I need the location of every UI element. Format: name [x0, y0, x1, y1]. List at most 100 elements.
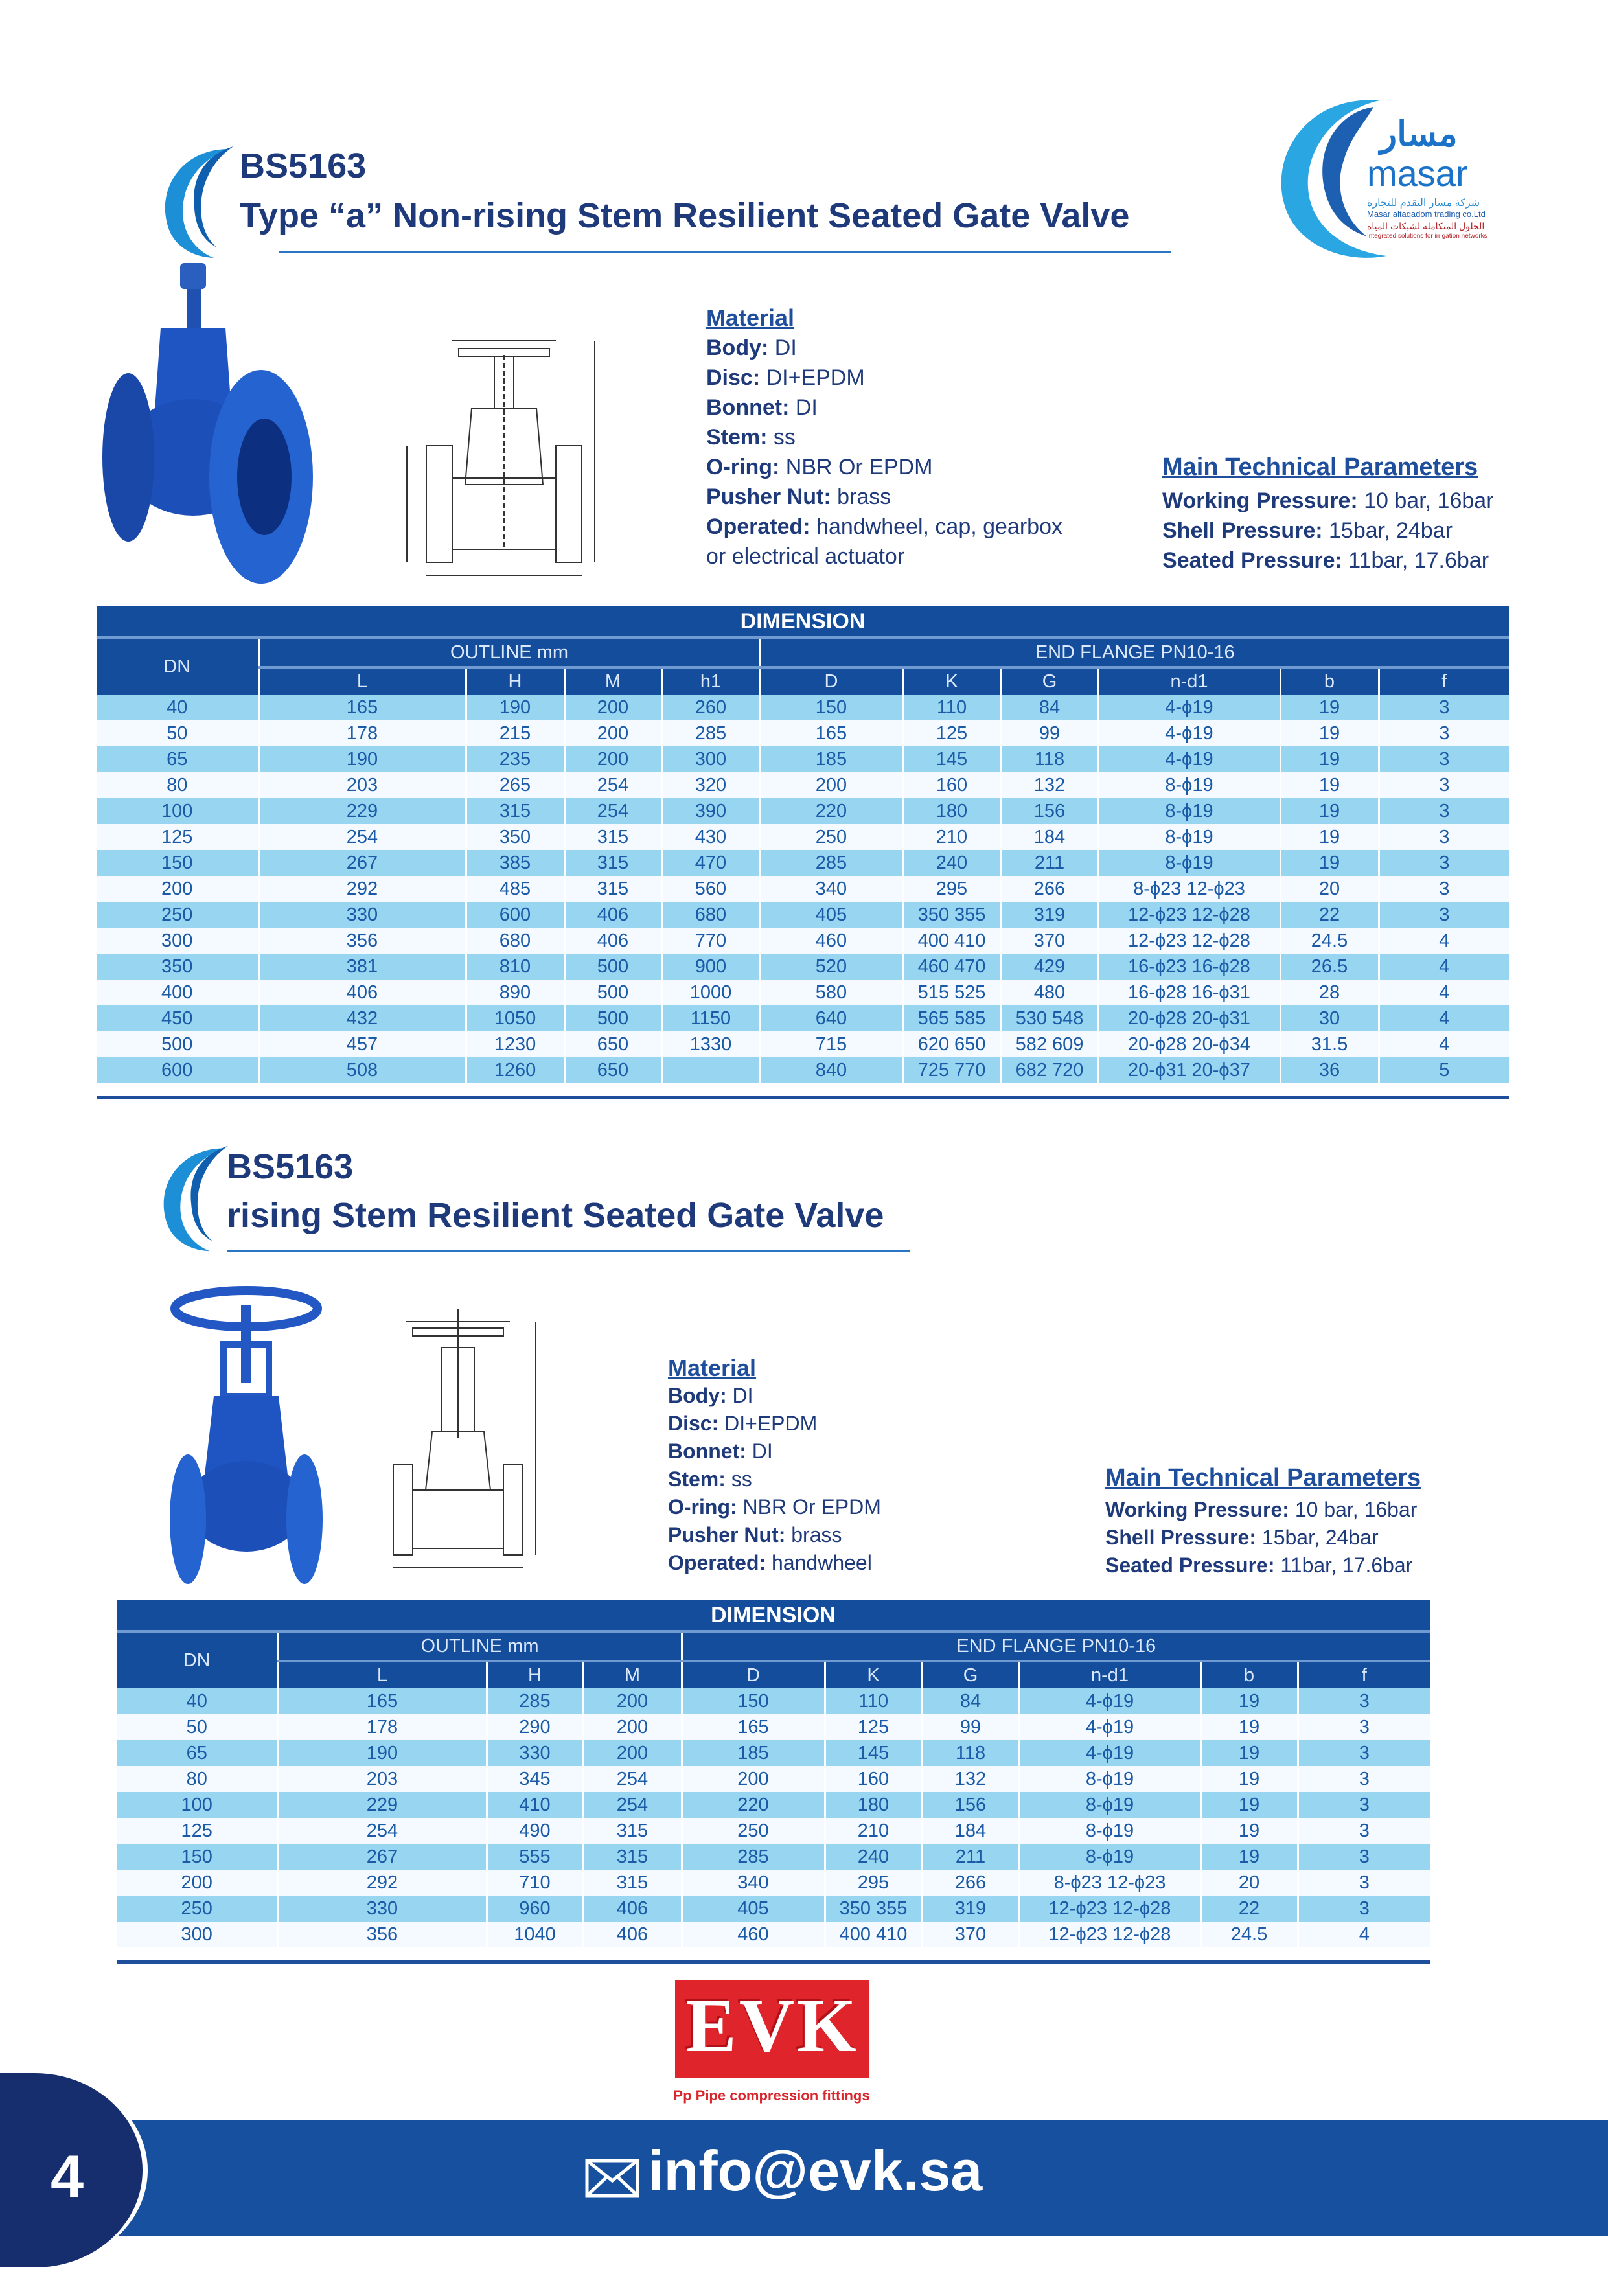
gate-valve-drawing: [406, 340, 595, 576]
table-cell: 4: [1377, 1031, 1510, 1057]
table-cell: 429: [1000, 954, 1098, 980]
table-cell: 315: [582, 1818, 682, 1844]
table-cell: 680: [465, 928, 564, 954]
table-cell: 215: [465, 720, 564, 746]
material-pusher-nut: Pusher Nut: brass: [668, 1523, 842, 1546]
table-cell: 4-ϕ19: [1097, 746, 1280, 772]
evk-logo: EVK: [675, 1980, 869, 2078]
table-cell: 292: [257, 876, 466, 902]
table-cell: 650: [563, 1031, 661, 1057]
table-cell: 500: [563, 980, 661, 1005]
section1-title-underline: [279, 251, 1171, 253]
masar-logo: مسار masar شركة مسار التقدم للتجارة Masa…: [1263, 87, 1497, 266]
table-cell: 350: [97, 954, 258, 980]
material-block-2: Material Body: DI Disc: DI+EPDM Bonnet: …: [668, 1354, 881, 1577]
table-cell: 260: [660, 695, 760, 720]
table-cell: 1150: [660, 1005, 760, 1031]
table-cell: 3: [1377, 798, 1510, 824]
table-cell: 3: [1296, 1844, 1430, 1870]
table-cell: 99: [921, 1714, 1019, 1740]
table-cell: 178: [277, 1714, 487, 1740]
column-header-d: D: [759, 667, 902, 695]
table-cell: 285: [680, 1844, 825, 1870]
column-header-k: K: [823, 1661, 922, 1688]
footer-email[interactable]: info@evk.sa: [648, 2139, 983, 2203]
column-group-end-flange: END FLANGE PN10-16: [680, 1630, 1430, 1662]
table-cell: 165: [759, 720, 902, 746]
table-cell: 160: [901, 772, 1001, 798]
table-cell: 500: [563, 954, 661, 980]
column-header-h: H: [485, 1661, 583, 1688]
column-header-h: H: [465, 667, 564, 695]
table-cell: 295: [901, 876, 1001, 902]
table-cell: 220: [759, 798, 902, 824]
table-cell: 266: [1000, 876, 1098, 902]
table-cell: 156: [921, 1792, 1019, 1818]
table-row: 125 254 350 315 430 250 210 184 8-ϕ19 19 3: [97, 824, 1510, 850]
param-working-pressure: Working Pressure: 10 bar, 16bar: [1105, 1498, 1418, 1521]
column-header-g: G: [921, 1661, 1019, 1688]
table-cell: 1330: [660, 1031, 760, 1057]
table-cell: 560: [660, 876, 760, 902]
table-cell: 890: [465, 980, 564, 1005]
table-cell: 4: [1377, 1005, 1510, 1031]
table-cell: 315: [563, 824, 661, 850]
table-row: 600 508 1260 650 840 725 770 682 720 20-ϕ31 20-…: [97, 1057, 1510, 1083]
table-cell: 406: [563, 902, 661, 928]
table-cell: 99: [1000, 720, 1098, 746]
table-cell: 235: [465, 746, 564, 772]
table-cell: 20-ϕ31 20-ϕ37: [1097, 1057, 1280, 1083]
table-row: 300 356 1040 406 460 400 410 370 12-ϕ23 12-ϕ28 2…: [117, 1922, 1430, 1947]
masar-line2: Masar altaqadom trading co.Ltd: [1367, 209, 1486, 219]
table-cell: 3: [1377, 772, 1510, 798]
table-cell: 580: [759, 980, 902, 1005]
table-cell: 254: [277, 1818, 487, 1844]
table-cell: 4-ϕ19: [1097, 720, 1280, 746]
param-seated-pressure: Seated Pressure: 11bar, 17.6bar: [1105, 1554, 1413, 1577]
section2-title-underline: [227, 1250, 910, 1252]
table-cell: 515 525: [901, 980, 1001, 1005]
table-cell: 390: [660, 798, 760, 824]
table-cell: 150: [97, 850, 258, 876]
footer-bar: [117, 2120, 1608, 2236]
table-1-bottom-line: [97, 1096, 1509, 1099]
table-cell: 4-ϕ19: [1018, 1740, 1200, 1766]
table-cell: 254: [257, 824, 466, 850]
table-cell: 200: [563, 746, 661, 772]
table-cell: 3: [1296, 1766, 1430, 1792]
table-cell: 40: [117, 1688, 278, 1714]
table-cell: 620 650: [901, 1031, 1001, 1057]
table-cell: 300: [660, 746, 760, 772]
table-cell: 200: [563, 720, 661, 746]
table-row: 65 190 330 200 185 145 118 4-ϕ19 19 3: [117, 1740, 1430, 1766]
table-cell: 640: [759, 1005, 902, 1031]
rising-stem-valve-photo: [170, 1286, 323, 1584]
table-cell: 3: [1377, 695, 1510, 720]
material-stem: Stem: ss: [706, 425, 796, 450]
table-row: 50 178 290 200 165 125 99 4-ϕ19 19 3: [117, 1714, 1430, 1740]
table-cell: 3: [1296, 1792, 1430, 1818]
table-cell: 450: [97, 1005, 258, 1031]
table-row: 80 203 265 254 320 200 160 132 8-ϕ19 19 3: [97, 772, 1510, 798]
table-cell: 250: [759, 824, 902, 850]
table-cell: 356: [257, 928, 466, 954]
table-cell: 229: [257, 798, 466, 824]
table-cell: 3: [1296, 1870, 1430, 1896]
table-cell: 582 609: [1000, 1031, 1098, 1057]
table-cell: 19: [1279, 798, 1379, 824]
material-operated: Operated: handwheel: [668, 1551, 872, 1574]
table-cell: 184: [921, 1818, 1019, 1844]
table-row: 200 292 485 315 560 340 295 266 8-ϕ23 12-ϕ23 20 3: [97, 876, 1510, 902]
table-row: 400 406 890 500 1000 580 515 525 480 16-ϕ28 16-ϕ…: [97, 980, 1510, 1005]
table-cell: 8-ϕ19: [1097, 824, 1280, 850]
column-header-l: L: [257, 667, 466, 695]
param-shell-pressure: Shell Pressure: 15bar, 24bar: [1105, 1526, 1379, 1549]
table-cell: 405: [680, 1896, 825, 1922]
table-cell: 460 470: [901, 954, 1001, 980]
table-cell: 200: [582, 1740, 682, 1766]
table-cell: 1000: [660, 980, 760, 1005]
param-working-pressure: Working Pressure: 10 bar, 16bar: [1162, 488, 1494, 513]
table-cell: 600: [465, 902, 564, 928]
table-cell: 22: [1199, 1896, 1298, 1922]
table-cell: 770: [660, 928, 760, 954]
